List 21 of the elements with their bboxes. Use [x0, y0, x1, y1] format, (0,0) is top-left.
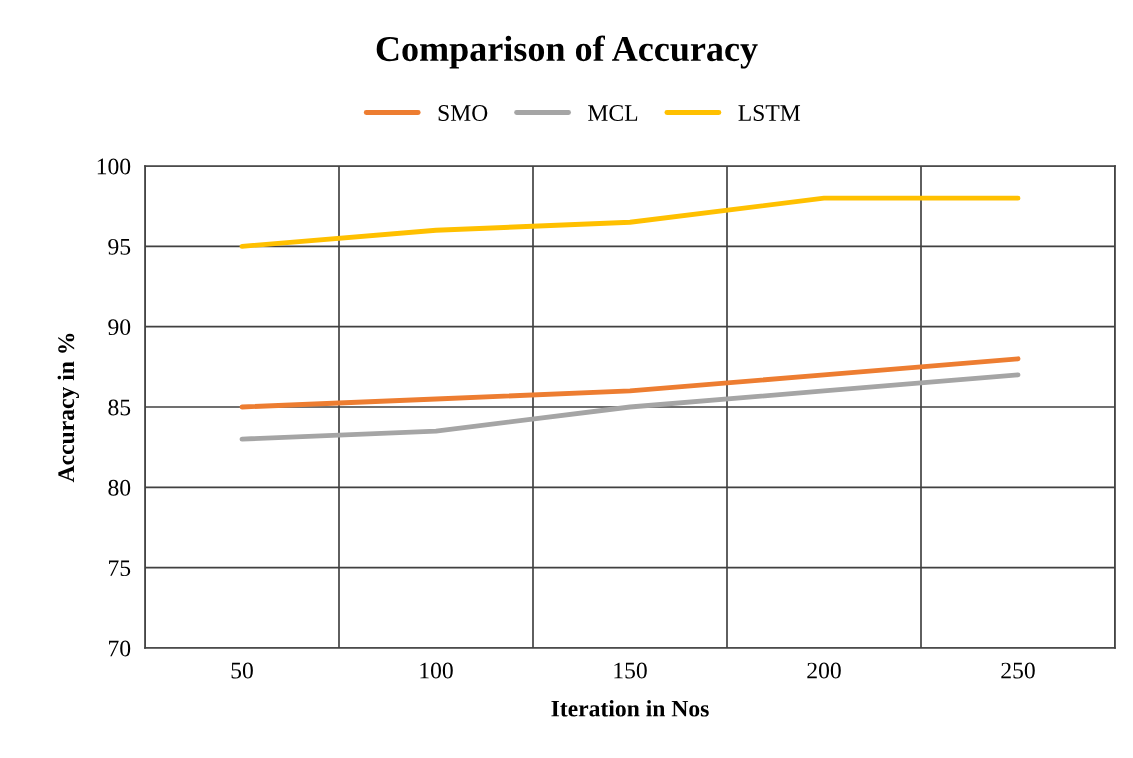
y-tick-label: 75 [109, 560, 131, 577]
y-axis-title: Accuracy in % [57, 333, 80, 483]
legend-label: LSTM [738, 105, 801, 121]
x-tick-label: 50 [231, 662, 253, 679]
y-tick-label: 100 [97, 158, 131, 175]
legend-label: MCL [588, 105, 638, 121]
y-tick-label: 70 [109, 640, 131, 657]
line-series [239, 372, 1021, 442]
y-tick-label: 95 [108, 238, 131, 255]
line-series [239, 195, 1021, 249]
x-tick-label: 100 [420, 662, 453, 679]
chart-title: Comparison of Accuracy [376, 35, 758, 69]
y-tick-label: 90 [108, 319, 131, 336]
y-tick-label: 80 [108, 479, 131, 496]
x-tick-label: 150 [614, 662, 647, 679]
line-series [239, 356, 1021, 410]
y-tick-label: 85 [108, 399, 131, 416]
legend-label: SMO [438, 105, 488, 121]
x-tick-label: 200 [807, 662, 841, 679]
x-axis-title: Iteration in Nos [551, 699, 709, 717]
x-tick-label: 250 [1001, 662, 1035, 679]
